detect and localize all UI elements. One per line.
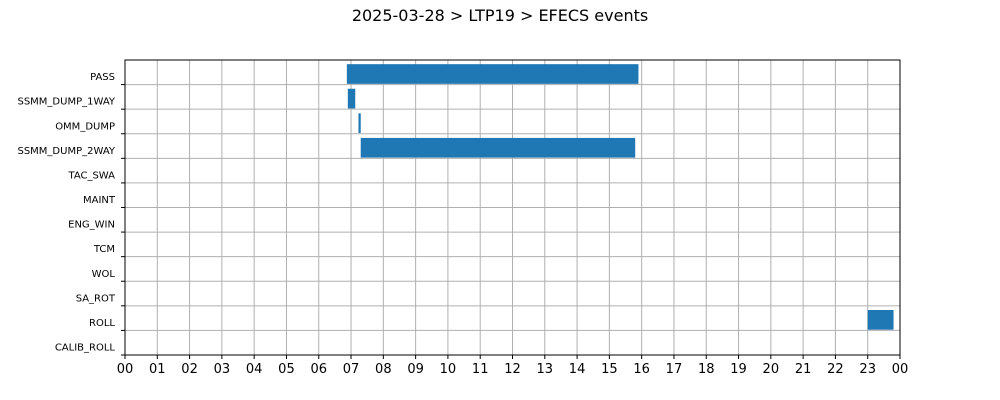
category-label: ROLL: [89, 318, 115, 329]
category-label: SSMM_DUMP_2WAY: [17, 146, 115, 157]
x-tick-label: 21: [795, 362, 812, 377]
category-label: TAC_SWA: [67, 170, 115, 181]
x-tick-label: 00: [892, 362, 909, 377]
x-tick-label: 19: [730, 362, 747, 377]
event-bar: [346, 64, 639, 84]
category-label: PASS: [90, 72, 115, 83]
x-tick-label: 01: [149, 362, 166, 377]
x-tick-label: 15: [601, 362, 618, 377]
labels-layer: 00 01 02 03 04 05 06 07 08 09 10 11 12 13 14 15 16 17 18 19…: [17, 72, 908, 377]
category-label: ENG_WIN: [68, 220, 115, 231]
category-label: SSMM_DUMP_1WAY: [17, 97, 115, 108]
category-label: MAINT: [83, 195, 116, 206]
category-label: WOL: [92, 269, 116, 280]
event-bar: [867, 310, 894, 330]
x-tick-label: 05: [278, 362, 295, 377]
x-tick-label: 12: [504, 362, 521, 377]
x-tick-label: 20: [763, 362, 780, 377]
event-bar: [347, 88, 356, 109]
x-tick-label: 09: [407, 362, 424, 377]
event-bar: [358, 113, 361, 134]
x-tick-label: 14: [569, 362, 586, 377]
x-tick-label: 16: [633, 362, 650, 377]
x-tick-label: 11: [472, 362, 489, 377]
x-tick-label: 04: [246, 362, 263, 377]
category-label: OMM_DUMP: [55, 121, 115, 132]
x-tick-label: 00: [117, 362, 134, 377]
x-tick-label: 17: [666, 362, 683, 377]
category-label: CALIB_ROLL: [55, 343, 116, 354]
x-tick-label: 23: [859, 362, 876, 377]
x-tick-label: 07: [343, 362, 360, 377]
ticks-layer: [121, 84, 901, 359]
category-label: SA_ROT: [76, 293, 116, 304]
x-tick-label: 10: [440, 362, 457, 377]
x-tick-label: 22: [827, 362, 844, 377]
x-tick-label: 02: [181, 362, 198, 377]
bars-layer: [346, 64, 894, 330]
x-tick-label: 13: [537, 362, 554, 377]
event-bar: [360, 137, 636, 158]
category-label: TCM: [93, 244, 115, 255]
chart-title: 2025-03-28 > LTP19 > EFECS events: [351, 6, 649, 25]
x-tick-label: 18: [698, 362, 715, 377]
grid-layer: [124, 60, 901, 355]
x-tick-label: 08: [375, 362, 392, 377]
x-tick-label: 06: [310, 362, 327, 377]
x-tick-label: 03: [214, 362, 231, 377]
